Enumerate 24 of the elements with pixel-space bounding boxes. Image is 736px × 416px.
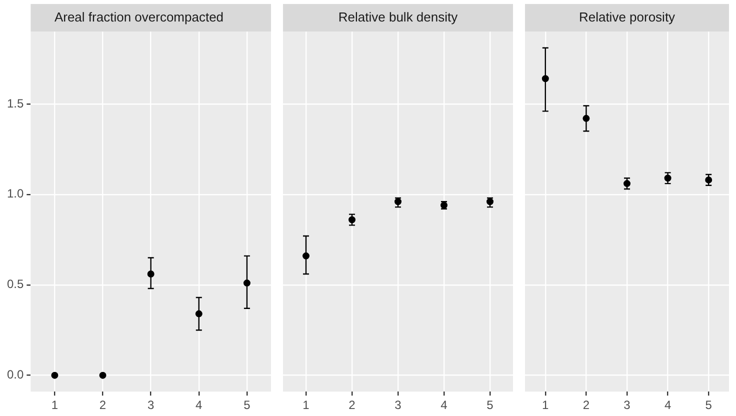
x-tick-label: 4 — [196, 398, 203, 412]
y-tick-label: 0.5 — [6, 277, 24, 292]
point — [99, 372, 106, 379]
x-tick-label: 1 — [542, 398, 550, 412]
x-tick-label: 3 — [394, 398, 402, 412]
y-tick-label: 1.5 — [6, 96, 24, 110]
x-tick-label: 4 — [664, 398, 672, 412]
chart-title: Relative porosity — [578, 9, 676, 24]
x-tick-label: 5 — [486, 398, 494, 412]
x-tick-label: 2 — [582, 398, 590, 412]
chart-title: Relative bulk density — [338, 9, 458, 24]
chart-title: Areal fraction overcompacted — [54, 9, 224, 24]
y-tick-label: 1.0 — [6, 186, 24, 201]
y-tick-label: 0.0 — [6, 368, 24, 382]
x-tick-label: 1 — [51, 398, 58, 412]
x-tick-label: 5 — [705, 398, 712, 412]
x-tick-label: 4 — [440, 398, 448, 412]
x-tick-label: 1 — [302, 398, 310, 412]
x-tick-label: 2 — [348, 398, 356, 412]
point — [51, 372, 58, 379]
x-tick-label: 5 — [244, 398, 251, 412]
x-tick-label: 3 — [147, 398, 154, 412]
x-tick-label: 3 — [624, 398, 631, 412]
x-tick-label: 2 — [99, 398, 106, 412]
